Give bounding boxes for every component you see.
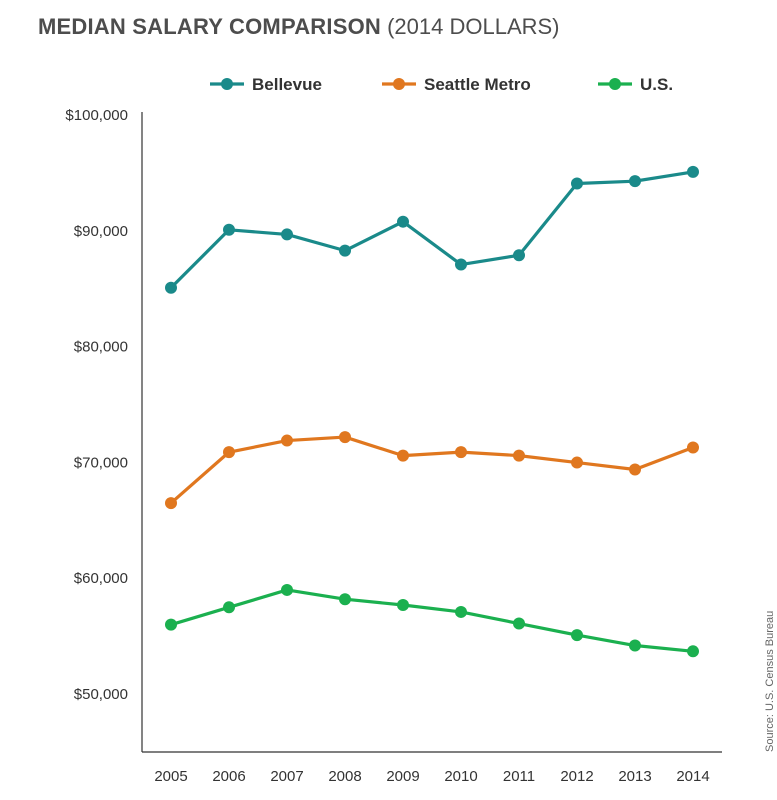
data-point <box>629 639 641 652</box>
data-point <box>223 446 235 459</box>
data-point <box>223 223 235 236</box>
data-point <box>339 431 351 444</box>
data-point <box>513 449 525 462</box>
x-tick-label: 2009 <box>386 768 419 785</box>
data-point <box>397 215 409 228</box>
x-tick-label: 2008 <box>328 768 361 785</box>
data-point <box>165 281 177 294</box>
legend-swatch-marker <box>221 78 233 90</box>
data-point <box>281 434 293 447</box>
series-line <box>169 435 695 505</box>
data-point <box>513 249 525 262</box>
data-point <box>339 244 351 257</box>
data-point <box>455 258 467 271</box>
x-tick-label: 2011 <box>503 768 535 785</box>
data-point <box>455 446 467 459</box>
legend-swatch-marker <box>393 78 405 90</box>
data-point <box>455 605 467 618</box>
x-tick-label: 2010 <box>444 768 477 785</box>
legend-label: Bellevue <box>252 75 322 94</box>
chart-title-units: (2014 DOLLARS) <box>387 14 560 39</box>
y-tick-label: $100,000 <box>65 107 128 124</box>
data-point <box>687 441 699 454</box>
x-tick-label: 2014 <box>676 768 709 785</box>
data-point <box>281 583 293 596</box>
y-tick-label: $50,000 <box>74 686 128 703</box>
data-point <box>281 228 293 241</box>
data-point <box>397 449 409 462</box>
legend-label: Seattle Metro <box>424 75 531 94</box>
legend-label: U.S. <box>640 75 673 94</box>
data-point <box>571 456 583 469</box>
data-point <box>629 463 641 476</box>
source-note: Source: U.S. Census Bureau <box>764 610 776 752</box>
data-point <box>687 165 699 178</box>
x-tick-label: 2006 <box>212 768 245 785</box>
y-tick-label: $70,000 <box>74 454 128 471</box>
data-point <box>629 175 641 188</box>
chart-title: MEDIAN SALARY COMPARISON (2014 DOLLARS) <box>38 14 560 40</box>
data-point <box>571 629 583 642</box>
series-line <box>169 170 695 290</box>
y-tick-label: $90,000 <box>74 223 128 240</box>
data-point <box>571 177 583 190</box>
series-line <box>169 588 695 653</box>
data-point <box>165 497 177 510</box>
x-tick-label: 2005 <box>154 768 187 785</box>
data-point <box>339 593 351 606</box>
legend-swatch-marker <box>609 78 621 90</box>
x-tick-label: 2013 <box>618 768 651 785</box>
data-point <box>397 598 409 611</box>
x-tick-label: 2012 <box>560 768 593 785</box>
y-tick-label: $80,000 <box>74 339 128 356</box>
data-point <box>165 618 177 631</box>
data-point <box>223 601 235 614</box>
data-point <box>513 617 525 630</box>
chart-title-main: MEDIAN SALARY COMPARISON <box>38 14 381 39</box>
y-tick-label: $60,000 <box>74 570 128 587</box>
x-tick-label: 2007 <box>270 768 303 785</box>
data-point <box>687 645 699 658</box>
